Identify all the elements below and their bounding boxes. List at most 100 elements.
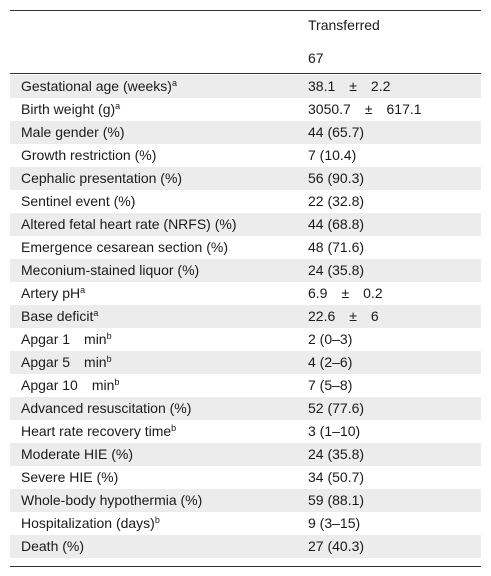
- row-label: Base deficita: [21, 305, 98, 328]
- row-label: Male gender (%): [21, 121, 125, 144]
- column-header: Transferred: [308, 17, 380, 33]
- row-value: 3 (1–10): [308, 423, 361, 439]
- table-row: Apgar 10 minb 7 (5–8): [10, 374, 481, 397]
- row-label-text: Male gender (%): [21, 124, 125, 140]
- row-value: 56 (90.3): [308, 170, 365, 186]
- table-row: Gestational age (weeks)a 38.1 ± 2.2: [10, 75, 481, 98]
- row-footnote-marker: b: [106, 354, 112, 364]
- table-row: Death (%) 27 (40.3): [10, 535, 481, 558]
- table-row: Base deficita 22.6 ± 6: [10, 305, 481, 328]
- table-row: Whole-body hypothermia (%) 59 (88.1): [10, 489, 481, 512]
- row-value: 3050.7 ± 617.1: [308, 101, 422, 117]
- row-value: 24 (35.8): [308, 446, 365, 462]
- row-value: 9 (3–15): [308, 515, 361, 531]
- row-value: 48 (71.6): [308, 239, 365, 255]
- row-value: 27 (40.3): [308, 538, 365, 554]
- row-label: Altered fetal heart rate (NRFS) (%): [21, 213, 237, 236]
- table-row: Hospitalization (days)b 9 (3–15): [10, 512, 481, 535]
- row-footnote-marker: b: [154, 515, 160, 525]
- row-value: 44 (65.7): [308, 124, 365, 140]
- row-label-text: Sentinel event (%): [21, 193, 136, 209]
- row-label-text: Severe HIE (%): [21, 469, 119, 485]
- row-footnote-marker: a: [115, 101, 121, 111]
- row-label: Apgar 10 minb: [21, 374, 119, 397]
- row-footnote-marker: b: [171, 423, 177, 433]
- table-row: Growth restriction (%) 7 (10.4): [10, 144, 481, 167]
- row-label-text: Growth restriction (%): [21, 147, 157, 163]
- row-label-text: Cephalic presentation (%): [21, 170, 183, 186]
- table-top-rule: [10, 10, 481, 11]
- row-footnote-marker: a: [171, 78, 177, 88]
- row-label: Emergence cesarean section (%): [21, 236, 228, 259]
- row-footnote-marker: b: [114, 377, 120, 387]
- row-value: 59 (88.1): [308, 492, 365, 508]
- table-row: Emergence cesarean section (%) 48 (71.6): [10, 236, 481, 259]
- row-label-text: Death (%): [21, 538, 85, 554]
- row-label: Birth weight (g)a: [21, 98, 120, 121]
- row-label-text: Gestational age (weeks): [21, 78, 172, 94]
- table-row: Moderate HIE (%) 24 (35.8): [10, 443, 481, 466]
- row-value: 22 (32.8): [308, 193, 365, 209]
- table-row: Altered fetal heart rate (NRFS) (%) 44 (6…: [10, 213, 481, 236]
- table-row: Cephalic presentation (%) 56 (90.3): [10, 167, 481, 190]
- row-label-text: Emergence cesarean section (%): [21, 239, 228, 255]
- row-label: Meconium-stained liquor (%): [21, 259, 199, 282]
- row-label: Hospitalization (days)b: [21, 512, 160, 535]
- row-value: 38.1 ± 2.2: [308, 78, 391, 94]
- row-value: 52 (77.6): [308, 400, 365, 416]
- row-label: Apgar 1 minb: [21, 328, 112, 351]
- row-label-text: Hospitalization (days): [21, 515, 155, 531]
- row-label-text: Apgar 1 min: [21, 331, 107, 347]
- row-label: Gestational age (weeks)a: [21, 75, 177, 98]
- table-row: Severe HIE (%) 34 (50.7): [10, 466, 481, 489]
- table-row: Meconium-stained liquor (%) 24 (35.8): [10, 259, 481, 282]
- table-row: Apgar 5 minb 4 (2–6): [10, 351, 481, 374]
- row-label: Apgar 5 minb: [21, 351, 112, 374]
- row-value: 44 (68.8): [308, 216, 365, 232]
- row-label-text: Moderate HIE (%): [21, 446, 134, 462]
- row-value: 7 (10.4): [308, 147, 357, 163]
- row-label: Advanced resuscitation (%): [21, 397, 191, 420]
- row-label-text: Artery pH: [21, 285, 81, 301]
- table-row: Advanced resuscitation (%) 52 (77.6): [10, 397, 481, 420]
- row-label-text: Apgar 5 min: [21, 354, 107, 370]
- row-label: Growth restriction (%): [21, 144, 156, 167]
- table-row: Male gender (%) 44 (65.7): [10, 121, 481, 144]
- table-bottom-rule: [10, 566, 481, 567]
- row-label-text: Altered fetal heart rate (NRFS) (%): [21, 216, 237, 232]
- row-value: 6.9 ± 0.2: [308, 285, 383, 301]
- header-rule: [10, 73, 481, 74]
- row-value: 7 (5–8): [308, 377, 353, 393]
- table-body: Gestational age (weeks)a 38.1 ± 2.2 Birth …: [10, 75, 481, 558]
- row-value: 22.6 ± 6: [308, 308, 379, 324]
- row-value: 34 (50.7): [308, 469, 365, 485]
- row-footnote-marker: a: [80, 285, 86, 295]
- row-label-text: Apgar 10 min: [21, 377, 115, 393]
- table-row: Artery pHa 6.9 ± 0.2: [10, 282, 481, 305]
- row-value: 2 (0–3): [308, 331, 353, 347]
- table-row: Apgar 1 minb 2 (0–3): [10, 328, 481, 351]
- row-label: Moderate HIE (%): [21, 443, 133, 466]
- row-label-text: Advanced resuscitation (%): [21, 400, 192, 416]
- row-label-text: Meconium-stained liquor (%): [21, 262, 200, 278]
- row-label: Sentinel event (%): [21, 190, 135, 213]
- row-label-text: Heart rate recovery time: [21, 423, 172, 439]
- row-label: Artery pHa: [21, 282, 85, 305]
- row-label: Whole-body hypothermia (%): [21, 489, 202, 512]
- row-label: Severe HIE (%): [21, 466, 118, 489]
- row-footnote-marker: b: [106, 331, 112, 341]
- row-label-text: Birth weight (g): [21, 101, 116, 117]
- table-row: Heart rate recovery timeb 3 (1–10): [10, 420, 481, 443]
- row-value: 24 (35.8): [308, 262, 365, 278]
- column-count: 67: [308, 50, 324, 66]
- table-row: Birth weight (g)a 3050.7 ± 617.1: [10, 98, 481, 121]
- row-label-text: Base deficit: [21, 308, 94, 324]
- row-label-text: Whole-body hypothermia (%): [21, 492, 203, 508]
- row-label: Death (%): [21, 535, 84, 558]
- row-value: 4 (2–6): [308, 354, 353, 370]
- row-footnote-marker: a: [93, 308, 99, 318]
- table-row: Sentinel event (%) 22 (32.8): [10, 190, 481, 213]
- row-label: Cephalic presentation (%): [21, 167, 182, 190]
- row-label: Heart rate recovery timeb: [21, 420, 176, 443]
